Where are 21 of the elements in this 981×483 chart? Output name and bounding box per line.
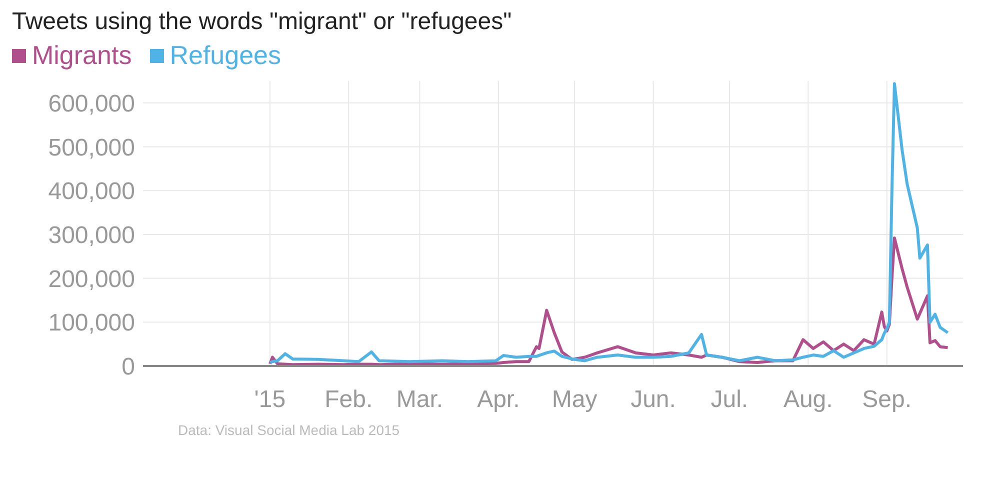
y-tick-label: 500,000 [48,134,135,162]
y-tick-label: 0 [122,354,135,381]
chart-title: Tweets using the words "migrant" or "refugees" [12,8,513,37]
text: Data: Visual Social Media Lab 2015 [178,422,401,438]
x-tick-label: May [552,386,598,414]
x-tick-label: Feb. [324,386,373,414]
y-tick-label: 200,000 [48,266,135,293]
x-tick-label: Mar. [396,386,444,414]
x-tick-label: Jul. [710,386,748,414]
y-tick-label: 400,000 [48,178,135,206]
x-tick-label: Aug. [783,386,833,414]
x-tick-label: Apr. [477,386,520,414]
line-series [268,82,950,364]
y-tick-label: 100,000 [48,310,135,337]
x-tick-label: Sep. [862,386,912,414]
legend-label: Migrants [31,40,132,71]
y-tick-label: 600,000 [48,90,135,118]
y-tick-label: 300,000 [48,222,135,249]
x-tick-label: '15 [254,386,286,414]
legend-label: Refugees [168,40,282,71]
x-tick-label: Jun. [630,386,676,414]
